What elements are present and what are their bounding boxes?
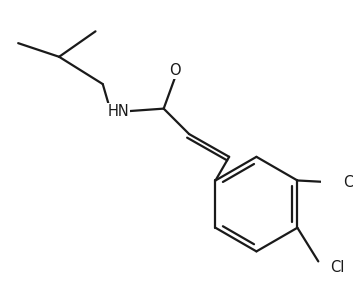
Text: HN: HN [107,104,129,119]
Text: O: O [169,63,180,78]
Text: Cl: Cl [343,175,353,190]
Text: Cl: Cl [330,260,345,275]
